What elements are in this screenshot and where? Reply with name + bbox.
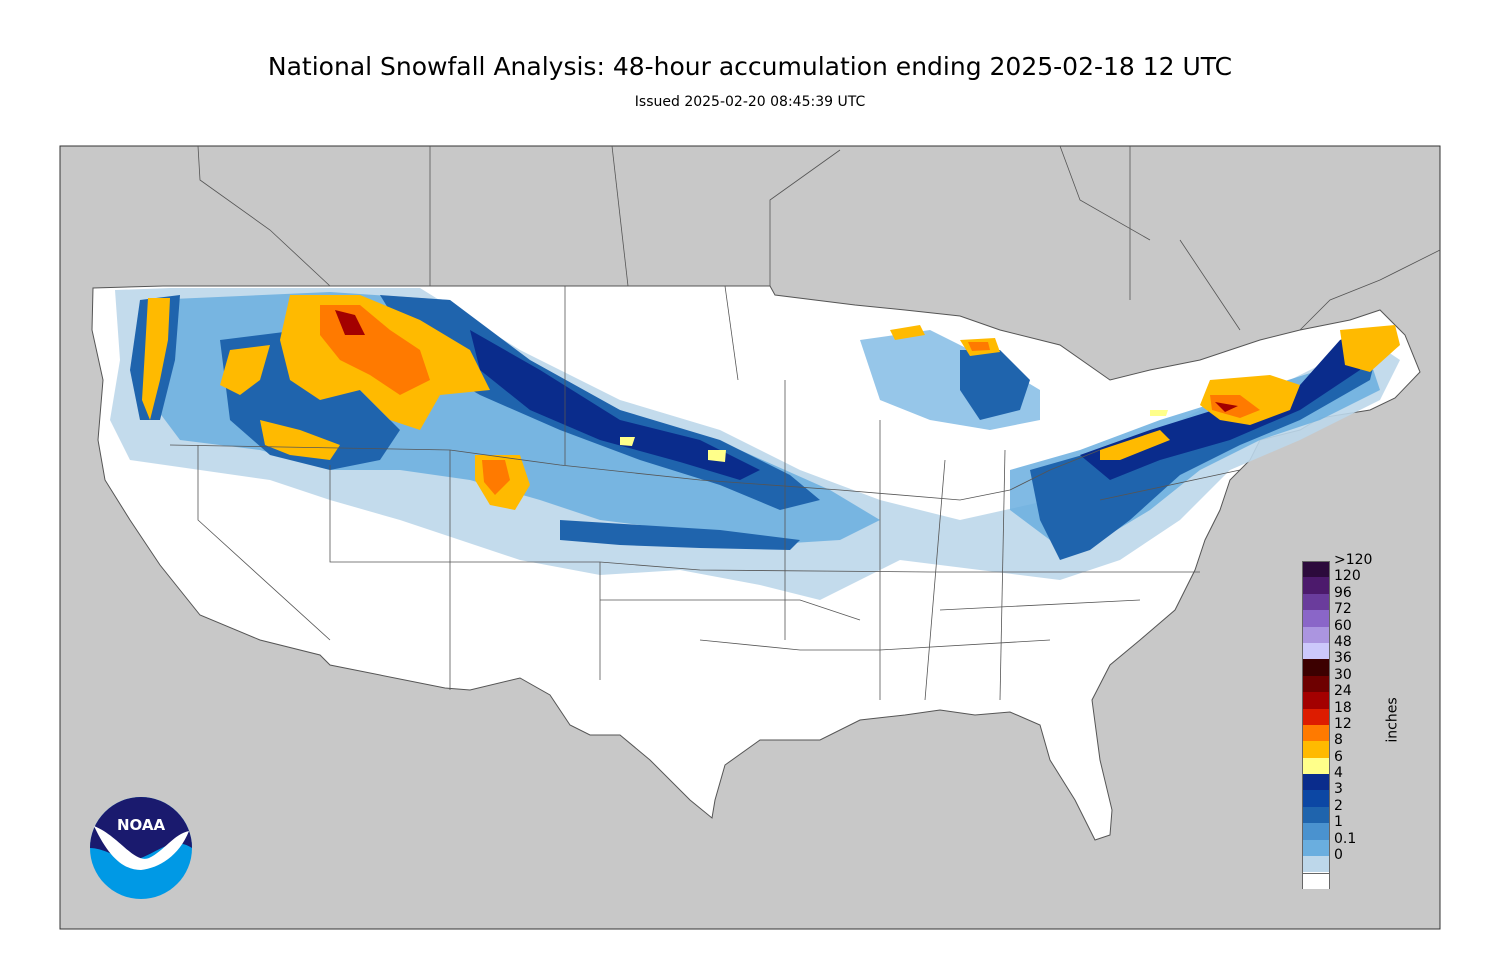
legend-label: 72	[1334, 601, 1352, 618]
legend-swatch	[1302, 741, 1330, 758]
legend-label: 96	[1334, 584, 1352, 601]
legend-row-zero-fill	[1302, 872, 1402, 889]
legend-swatch	[1302, 577, 1330, 594]
legend-label: 24	[1334, 683, 1352, 700]
legend-swatch	[1302, 626, 1330, 643]
legend-row: 72	[1302, 601, 1402, 627]
legend-swatch	[1302, 839, 1330, 857]
legend-swatch	[1302, 757, 1330, 775]
legend-swatch	[1302, 561, 1330, 578]
legend-row: 3	[1302, 781, 1402, 807]
legend-label: 12	[1334, 715, 1352, 732]
legend-row: 96	[1302, 585, 1402, 611]
legend-label: >120	[1334, 552, 1373, 568]
legend-row: 30	[1302, 667, 1402, 693]
borders	[163, 145, 1441, 701]
legend-label: 2	[1334, 797, 1343, 814]
legend-swatch	[1302, 593, 1330, 611]
legend-swatch	[1302, 724, 1330, 742]
legend-row: 6	[1302, 749, 1402, 775]
legend-swatch	[1302, 790, 1330, 807]
color-legend: >120 120 96 72 60 48 36 30 24 18 12 8 6 4 3 2 1 0.1 0	[1302, 552, 1402, 889]
snowfall-shading	[110, 288, 1400, 600]
legend-row: 4	[1302, 765, 1402, 791]
legend-swatch	[1302, 675, 1330, 693]
legend-swatch	[1302, 774, 1330, 791]
legend-row: 60	[1302, 618, 1402, 643]
legend-swatch	[1302, 692, 1330, 709]
legend-row: 0.1	[1302, 831, 1402, 857]
legend-row: 8	[1302, 732, 1402, 758]
legend-row: 2	[1302, 798, 1402, 824]
legend-label: 8	[1334, 732, 1343, 749]
legend-swatch	[1302, 659, 1330, 676]
legend-row: >120	[1302, 552, 1402, 578]
legend-label: 48	[1334, 633, 1352, 650]
legend-label: 18	[1334, 699, 1352, 716]
map-title: National Snowfall Analysis: 48-hour accu…	[267, 52, 1233, 81]
legend-label: 4	[1334, 765, 1343, 782]
legend-swatch	[1302, 610, 1330, 627]
issued-timestamp: Issued 2025-02-20 08:45:39 UTC	[634, 94, 866, 110]
legend-label: 30	[1334, 666, 1352, 683]
legend-swatch	[1302, 708, 1330, 725]
legend-label: 0.1	[1334, 830, 1357, 847]
legend-row: 0	[1302, 847, 1402, 873]
legend-label: 0	[1334, 847, 1343, 864]
legend-row: 48	[1302, 634, 1402, 660]
legend-units: inches	[1384, 697, 1401, 743]
legend-swatch	[1302, 823, 1330, 840]
legend-row: 120	[1302, 568, 1402, 594]
noaa-logo-text: NOAA	[117, 816, 166, 834]
legend-label: 3	[1334, 781, 1343, 798]
noaa-logo: NOAA	[90, 797, 192, 899]
legend-label: 1	[1334, 814, 1343, 831]
legend-label: 120	[1334, 568, 1361, 585]
legend-label: 60	[1334, 617, 1352, 634]
legend-row: 36	[1302, 650, 1402, 676]
legend-swatch	[1302, 642, 1330, 660]
legend-label: 36	[1334, 650, 1352, 667]
legend-swatch	[1302, 856, 1330, 873]
legend-swatch	[1302, 872, 1330, 889]
legend-swatch	[1302, 806, 1330, 824]
legend-label: 6	[1334, 748, 1343, 765]
